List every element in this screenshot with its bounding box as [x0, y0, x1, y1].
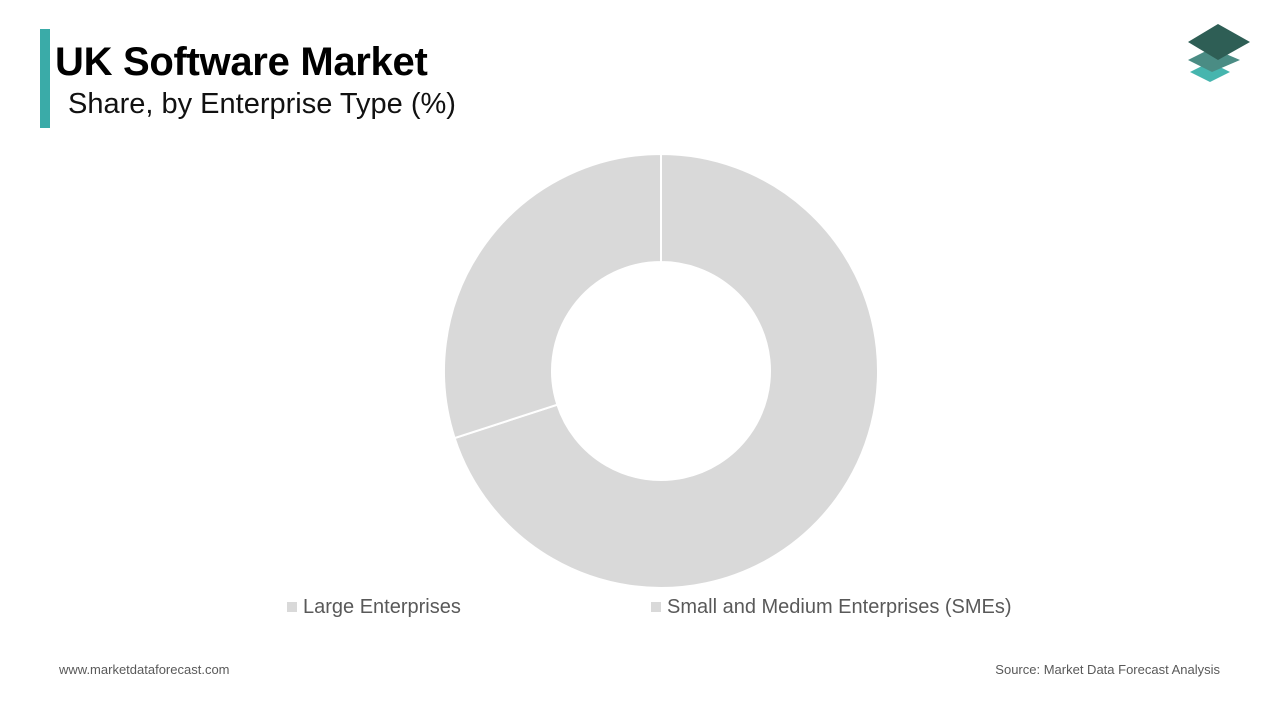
stacked-layers-logo-icon	[1188, 24, 1250, 82]
footer-source: Source: Market Data Forecast Analysis	[995, 662, 1220, 677]
footer-website[interactable]: www.marketdataforecast.com	[59, 662, 230, 677]
page-title: UK Software Market	[55, 40, 428, 84]
legend-label-smes: Small and Medium Enterprises (SMEs)	[667, 595, 1012, 618]
legend-swatch-large-enterprises	[287, 602, 297, 612]
logo-layer-middle	[1188, 48, 1240, 72]
title-accent-bar	[40, 29, 50, 128]
legend-label-large-enterprises: Large Enterprises	[303, 595, 461, 618]
legend-item-large-enterprises[interactable]: Large Enterprises	[287, 594, 461, 620]
legend-swatch-smes	[651, 602, 661, 612]
donut-slice-smes[interactable]	[443, 152, 662, 440]
donut-slice-large-enterprises[interactable]	[453, 152, 879, 589]
logo-layer-top	[1188, 24, 1250, 60]
page-subtitle: Share, by Enterprise Type (%)	[68, 88, 456, 120]
legend-item-smes[interactable]: Small and Medium Enterprises (SMEs)	[651, 594, 1012, 620]
